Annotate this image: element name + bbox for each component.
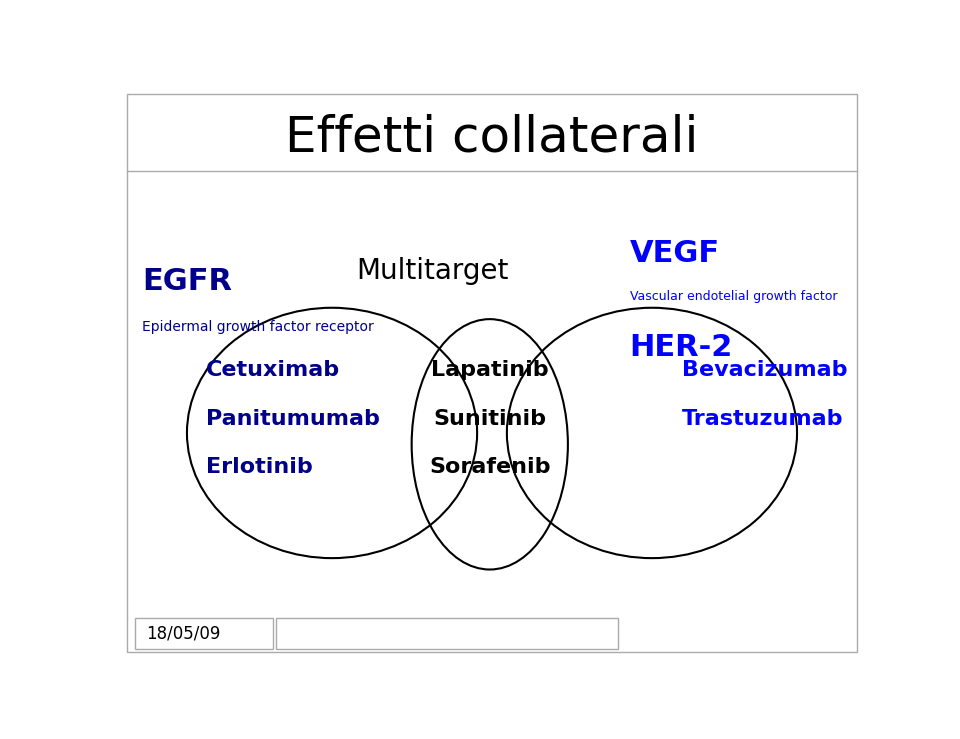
Text: Vascular endotelial growth factor: Vascular endotelial growth factor — [630, 290, 837, 302]
Text: HER-2: HER-2 — [630, 333, 733, 362]
Text: Sunitinib: Sunitinib — [433, 409, 546, 429]
Text: Bevacizumab: Bevacizumab — [682, 361, 848, 381]
Text: Epidermal growth factor receptor: Epidermal growth factor receptor — [142, 320, 374, 334]
Text: Trastuzumab: Trastuzumab — [682, 409, 843, 429]
Text: VEGF: VEGF — [630, 239, 720, 268]
Text: Cetuximab: Cetuximab — [205, 361, 340, 381]
Text: Effetti collaterali: Effetti collaterali — [285, 113, 699, 161]
Text: Multitarget: Multitarget — [356, 257, 509, 285]
Text: Sorafenib: Sorafenib — [429, 457, 550, 477]
Text: 18/05/09: 18/05/09 — [146, 624, 221, 643]
Text: Erlotinib: Erlotinib — [205, 457, 312, 477]
Text: Lapatinib: Lapatinib — [431, 361, 548, 381]
Text: Panitumumab: Panitumumab — [205, 409, 379, 429]
Text: EGFR: EGFR — [142, 268, 232, 296]
